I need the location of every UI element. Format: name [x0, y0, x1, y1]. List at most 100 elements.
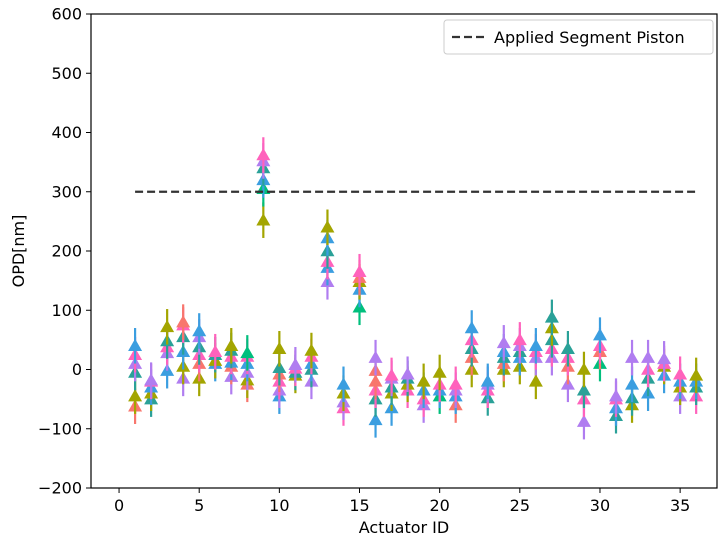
triangle-marker — [336, 377, 351, 390]
x-tick-label: 0 — [114, 496, 124, 515]
data-point — [368, 339, 383, 376]
data-point — [304, 332, 319, 369]
y-axis-label: OPD[nm] — [9, 215, 28, 288]
data-point — [336, 366, 351, 403]
y-tick-label: 200 — [51, 242, 82, 261]
y-tick-label: 100 — [51, 301, 82, 320]
data-point — [657, 341, 672, 377]
triangle-marker — [368, 412, 383, 426]
data-point — [320, 209, 335, 246]
data-point — [576, 351, 591, 388]
data-point — [496, 325, 511, 361]
triangle-marker — [208, 344, 223, 357]
y-tick-label: 300 — [51, 182, 82, 201]
x-tick-label: 25 — [510, 496, 530, 515]
data-point — [272, 330, 287, 367]
triangle-marker — [352, 264, 367, 277]
data-point — [432, 354, 447, 391]
triangle-marker — [609, 389, 624, 402]
x-tick-label: 5 — [194, 496, 204, 515]
y-tick-label: 500 — [51, 64, 82, 83]
data-point — [192, 313, 207, 349]
triangle-marker — [689, 368, 704, 381]
triangle-marker — [496, 335, 511, 349]
triangle-marker — [544, 310, 559, 323]
x-tick-label: 15 — [349, 496, 369, 515]
data-point — [208, 333, 223, 370]
data-point — [384, 357, 399, 394]
triangle-marker — [576, 414, 591, 427]
triangle-marker — [480, 374, 495, 387]
triangle-marker — [272, 360, 287, 373]
triangle-marker — [128, 338, 143, 352]
legend-entry-label: Applied Segment Piston — [494, 28, 685, 47]
triangle-marker — [464, 321, 479, 334]
plot-frame — [90, 13, 718, 489]
data-point — [480, 363, 495, 400]
data-point — [544, 299, 559, 336]
triangle-marker — [400, 367, 415, 380]
data-point — [288, 346, 303, 383]
data-point — [160, 309, 175, 345]
y-tick-label: −200 — [38, 479, 82, 498]
triangle-marker — [592, 328, 607, 341]
legend-box — [443, 19, 714, 55]
data-point — [144, 362, 159, 398]
triangle-marker — [240, 345, 255, 359]
triangle-marker — [192, 323, 207, 337]
triangle-marker — [576, 362, 591, 375]
y-tick-label: −100 — [38, 419, 82, 438]
triangle-marker — [641, 350, 656, 363]
triangle-marker — [625, 377, 640, 390]
data-point — [592, 317, 607, 353]
data-point — [400, 356, 415, 393]
data-point — [528, 328, 543, 364]
data-point — [512, 322, 527, 358]
triangle-marker — [416, 374, 431, 387]
triangle-marker — [224, 338, 239, 352]
triangle-marker — [512, 332, 527, 346]
triangle-marker — [256, 213, 271, 226]
data-point — [176, 304, 191, 340]
data-point — [673, 356, 688, 393]
x-tick-label: 35 — [670, 496, 690, 515]
triangle-marker — [144, 373, 159, 386]
triangle-marker — [673, 367, 688, 380]
data-point — [641, 339, 656, 376]
triangle-marker — [528, 374, 543, 387]
x-tick-label: 20 — [429, 496, 449, 515]
triangle-marker — [256, 148, 271, 161]
data-point — [224, 328, 239, 364]
triangle-marker — [304, 343, 319, 356]
axes: 0 5 10 15 20 25 30 35 −200 −100 0 100 200 300 400 500 60… — [38, 5, 718, 515]
data-point — [609, 378, 624, 414]
triangle-marker — [657, 351, 672, 365]
x-tick-label: 30 — [590, 496, 610, 515]
y-tick-label: 0 — [72, 360, 82, 379]
triangle-marker — [368, 350, 383, 363]
legend: Applied Segment Piston — [443, 19, 714, 55]
data-point — [625, 339, 640, 376]
triangle-marker — [384, 368, 399, 381]
plot-marks — [128, 137, 704, 440]
triangle-marker — [160, 319, 175, 333]
data-point — [128, 328, 143, 364]
triangle-marker — [625, 350, 640, 363]
data-point — [464, 310, 479, 346]
triangle-marker — [320, 220, 335, 233]
triangle-marker — [128, 389, 143, 402]
data-point — [256, 202, 271, 238]
data-point — [240, 335, 255, 371]
data-point — [256, 137, 271, 173]
triangle-marker — [560, 341, 575, 355]
y-tick-label: 600 — [51, 5, 82, 24]
data-point — [560, 330, 575, 367]
triangle-marker — [448, 377, 463, 390]
x-tick-label: 10 — [269, 496, 289, 515]
triangle-marker — [528, 338, 543, 352]
x-axis-label: Actuator ID — [359, 518, 449, 537]
data-point — [689, 357, 704, 394]
triangle-marker — [432, 365, 447, 378]
y-tick-label: 400 — [51, 123, 82, 142]
